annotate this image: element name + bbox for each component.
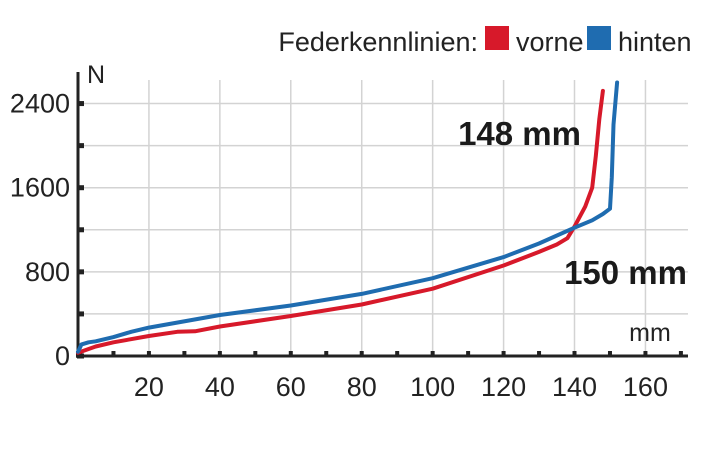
legend-swatch-hinten — [587, 26, 611, 50]
x-tick-label: 160 — [623, 372, 668, 402]
x-tick-label: 80 — [347, 372, 377, 402]
y-tick-label: 2400 — [10, 89, 70, 119]
y-axis-label: N — [87, 61, 105, 89]
x-tick-label: 100 — [410, 372, 455, 402]
x-tick-label: 40 — [205, 372, 235, 402]
legend-title: Federkennlinien: — [278, 27, 478, 57]
x-tick-label: 20 — [134, 372, 164, 402]
y-tick-label: 0 — [55, 341, 70, 371]
axes: 0 800 1600 2400 20 40 60 80 100 120 140 160 — [10, 72, 688, 402]
x-tick-label: 140 — [552, 372, 597, 402]
series-lines — [76, 80, 620, 355]
series-line-vorne — [76, 88, 605, 355]
x-axis-label: mm — [629, 319, 671, 347]
legend-label-vorne: vorne — [516, 27, 584, 57]
legend-label-hinten: hinten — [618, 27, 692, 57]
legend: Federkennlinien: vorne hinten — [278, 26, 692, 57]
y-tick-label: 1600 — [10, 173, 70, 203]
legend-swatch-vorne — [485, 26, 509, 50]
y-tick-label: 800 — [25, 257, 70, 287]
annotation-hinten: 150 mm — [564, 254, 687, 291]
annotation-vorne: 148 mm — [458, 115, 581, 152]
x-tick-label: 60 — [276, 372, 306, 402]
grid — [78, 80, 688, 356]
series-line-hinten — [76, 80, 620, 354]
x-tick-label: 120 — [481, 372, 526, 402]
